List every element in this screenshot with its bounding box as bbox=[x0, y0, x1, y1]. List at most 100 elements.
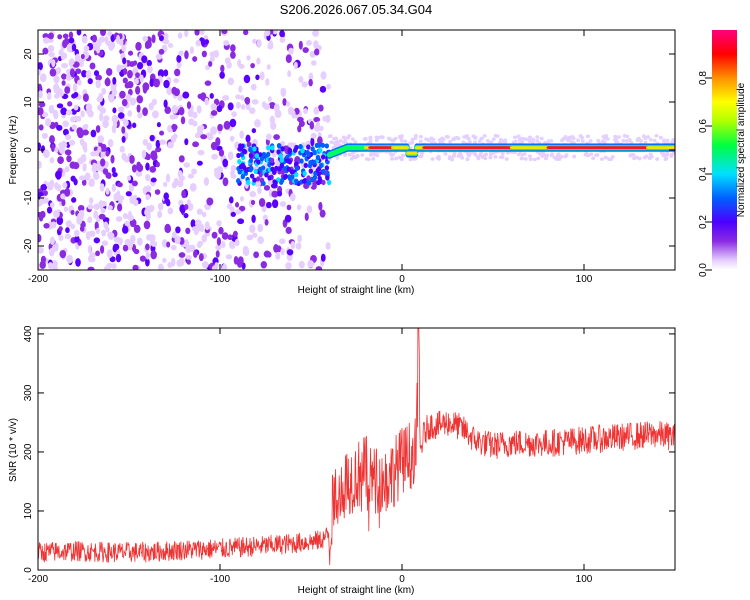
spectrogram-signal-dot bbox=[279, 162, 285, 169]
spectrogram-noise-dot bbox=[111, 166, 116, 174]
spectrogram-halo-dot bbox=[418, 139, 423, 144]
spectrogram-noise-dot bbox=[48, 51, 55, 58]
spectrogram-halo-dot bbox=[552, 155, 557, 160]
spectrogram-noise-dot bbox=[68, 139, 76, 146]
spectrogram-noise-dot bbox=[53, 75, 60, 84]
spectrogram-noise-dot bbox=[186, 101, 192, 110]
spectrogram-noise-dot bbox=[66, 254, 73, 264]
spectrogram-noise-dot bbox=[44, 197, 49, 204]
spectrogram-noise-dot bbox=[204, 221, 210, 231]
spectrogram-noise-dot bbox=[199, 30, 205, 36]
spectrogram-noise-dot bbox=[229, 118, 237, 128]
spectrogram-signal-dot bbox=[249, 173, 255, 179]
spectrogram-noise-dot bbox=[164, 223, 171, 233]
spectrogram-noise-dot bbox=[135, 72, 140, 78]
spectrogram-noise-dot bbox=[144, 208, 151, 217]
spectrogram-noise-dot bbox=[291, 109, 296, 119]
spectrogram-noise-dot bbox=[191, 168, 197, 175]
spectrogram-noise-dot bbox=[284, 214, 292, 223]
spectrogram-noise-dot bbox=[97, 146, 102, 153]
spectrogram-signal-dot bbox=[270, 166, 275, 172]
spectrogram-noise-dot bbox=[215, 244, 222, 251]
spectrogram-noise-dot bbox=[78, 175, 86, 181]
spectrogram-halo-dot bbox=[503, 140, 508, 144]
spectrogram-noise-dot bbox=[49, 236, 55, 245]
spectrogram-noise-dot bbox=[105, 226, 110, 233]
spectrogram-noise-dot bbox=[148, 102, 154, 111]
spectrogram-noise-dot bbox=[202, 261, 209, 269]
spectrogram-noise-dot bbox=[76, 216, 83, 225]
spectrogram-signal-dot bbox=[301, 178, 307, 184]
spectrogram-noise-dot bbox=[38, 160, 42, 169]
spectrogram-signal-dot bbox=[256, 159, 261, 165]
snr-y-tick-label: 0 bbox=[23, 567, 34, 573]
spectrogram-noise-dot bbox=[58, 145, 66, 155]
spectrogram-noise-dot bbox=[45, 182, 53, 188]
spectrogram-signal-dot bbox=[237, 159, 242, 165]
spectrogram-halo-dot bbox=[393, 136, 398, 141]
spectrogram-noise-dot bbox=[317, 136, 323, 145]
spectrogram-signal-dot bbox=[307, 163, 313, 169]
spectrogram-noise-dot bbox=[286, 249, 294, 256]
spectrogram-noise-dot bbox=[181, 189, 187, 199]
spectrogram-noise-dot bbox=[62, 33, 69, 39]
spectrogram-noise-dot bbox=[118, 38, 124, 46]
spectrogram-noise-dot bbox=[85, 231, 91, 241]
spectrogram-noise-dot bbox=[133, 78, 139, 85]
spectrogram-halo-dot bbox=[338, 139, 343, 143]
spectrogram-noise-dot bbox=[54, 146, 59, 153]
spectrogram-noise-dot bbox=[206, 197, 214, 206]
spectrogram-signal-dot bbox=[248, 153, 254, 159]
snr-x-tick-label: 0 bbox=[399, 574, 405, 585]
spectrogram-noise-dot bbox=[119, 145, 125, 153]
spectrogram-noise-dot bbox=[79, 138, 85, 146]
spectrogram-noise-dot bbox=[100, 30, 107, 36]
spectrogram-noise-dot bbox=[95, 44, 101, 54]
spectrogram-noise-dot bbox=[308, 72, 314, 82]
spectrogram-noise-dot bbox=[233, 255, 239, 265]
spectrogram-noise-dot bbox=[178, 50, 184, 57]
spectrogram-noise-dot bbox=[187, 244, 194, 251]
spectrogram-noise-dot bbox=[205, 64, 211, 71]
spectrogram-noise-dot bbox=[227, 77, 235, 86]
spectrogram-halo-dot bbox=[441, 137, 446, 142]
spectrogram-noise-dot bbox=[158, 48, 165, 55]
snr-y-tick-label: 400 bbox=[23, 325, 34, 342]
spectrogram-noise-dot bbox=[129, 218, 137, 228]
spectrogram-noise-dot bbox=[285, 262, 292, 270]
spectrogram-halo-dot bbox=[643, 140, 648, 145]
spectrogram-noise-dot bbox=[257, 186, 262, 195]
spectrogram-noise-dot bbox=[161, 239, 168, 248]
snr-x-tick-label: -100 bbox=[210, 574, 230, 585]
spectrogram-halo-dot bbox=[523, 157, 528, 161]
spectrogram-noise-dot bbox=[74, 53, 81, 63]
spectrogram-y-ticks: -20 -10 0 10 20 bbox=[23, 48, 675, 253]
spectrogram-noise-dot bbox=[38, 233, 42, 243]
spectrogram-noise-dot bbox=[39, 260, 46, 269]
spectrogram-y-tick-label: 0 bbox=[23, 147, 34, 153]
spectrogram-noise-dot bbox=[127, 214, 134, 221]
spectrogram-noise-dot bbox=[192, 56, 198, 62]
spectrogram-noise-dot bbox=[221, 263, 228, 270]
spectrogram-y-tick-label: -10 bbox=[23, 190, 34, 205]
spectrogram-signal-dot bbox=[294, 178, 299, 184]
spectrogram-halo-dot bbox=[364, 157, 369, 161]
spectrogram-noise-dot bbox=[209, 92, 214, 99]
spectrogram-noise-dot bbox=[310, 137, 315, 147]
spectrogram-noise-dot bbox=[95, 227, 100, 235]
spectrogram-noise-dot bbox=[170, 134, 177, 144]
spectrogram-noise-dot bbox=[39, 210, 46, 219]
spectrogram-noise-dot bbox=[155, 53, 163, 60]
spectrogram-noise-dot bbox=[158, 263, 164, 270]
spectrogram-noise-dot bbox=[65, 220, 72, 228]
spectrogram-noise-dot bbox=[178, 257, 185, 267]
spectrogram-halo-dot bbox=[430, 157, 435, 161]
spectrogram-noise-dot bbox=[38, 124, 44, 131]
spectrogram-noise-dot bbox=[157, 210, 163, 219]
spectrogram-noise-dot bbox=[236, 258, 243, 268]
spectrogram-halo-dot bbox=[589, 152, 594, 156]
spectrogram-noise-dot bbox=[194, 219, 202, 228]
spectrogram-noise-dot bbox=[251, 232, 258, 238]
spectrogram-noise-dot bbox=[150, 177, 157, 183]
spectrogram-noise-dot bbox=[76, 30, 82, 36]
